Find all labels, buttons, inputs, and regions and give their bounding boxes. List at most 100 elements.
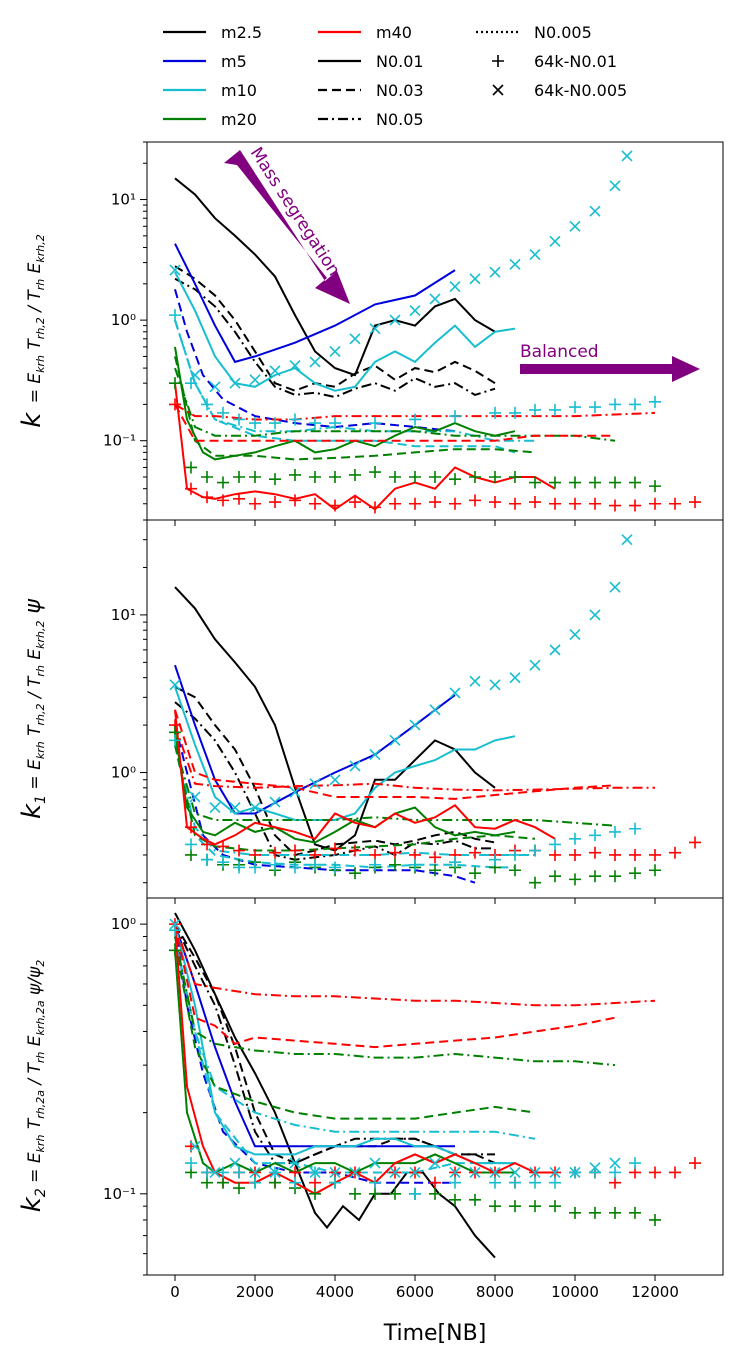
series-m2-5-n0-03 [174,265,496,392]
legend-label: N0.05 [376,110,424,129]
data-point [349,1187,361,1200]
data-point [489,679,501,691]
data-point [549,848,561,861]
data-point [269,417,281,430]
data-point [529,1176,541,1189]
data-point [329,471,341,484]
data-point [217,856,229,869]
data-point [549,1200,561,1213]
data-point [217,1176,229,1189]
data-point [469,846,481,859]
data-point [389,858,401,871]
data-point [169,309,181,322]
data-point [185,461,197,474]
data-point [201,1166,213,1179]
series-m40-n0-01 [174,383,556,511]
series-m2-5-n0-01 [174,912,496,1259]
data-point [509,1176,521,1189]
series-m10-64k-n0-01 [169,734,641,874]
legend-swatch [492,84,504,96]
data-point [185,838,197,851]
data-point [389,1166,401,1179]
data-point [569,476,581,489]
data-point [249,1176,261,1189]
data-point [289,1166,301,1179]
data-point [249,801,261,814]
data-point [609,180,621,192]
data-point [529,844,541,857]
data-point [201,491,213,504]
data-point [509,471,521,484]
data-point [309,356,321,368]
data-point [529,496,541,509]
data-point [349,468,361,481]
data-point [233,1166,245,1179]
data-point [389,1187,401,1200]
data-point [369,466,381,479]
data-point [289,1157,301,1169]
series-m20-n0-03 [174,943,536,1120]
data-point [329,842,341,855]
series-m10-64k-n0-005 [169,534,633,814]
data-point [269,496,281,509]
data-point [289,468,301,481]
data-point [589,497,601,510]
data-point [489,496,501,509]
series-m10-64k-n0-005 [169,918,621,1179]
data-point [289,359,301,372]
data-point [217,406,229,419]
y-tick-label: 10¹ [111,606,136,624]
series-m40-n0-05 [174,403,656,421]
series-m5-n0-01 [174,664,456,815]
data-point [185,482,197,495]
data-point [649,497,661,510]
legend-label: m40 [376,23,412,42]
series-m40-n0-05 [174,923,656,1007]
series-m20-n0-03 [174,744,536,852]
data-point [589,829,601,842]
data-point [629,499,641,512]
data-point [509,672,521,684]
data-point [369,501,381,514]
data-point [569,220,581,232]
data-point [509,864,521,877]
data-point [289,1176,301,1189]
data-point [689,496,701,509]
data-point [185,821,197,834]
data-point [269,1166,281,1179]
panel-k-frame [146,141,724,521]
data-point [201,853,213,866]
legend-swatch [492,55,504,67]
data-point [489,1166,501,1179]
series-m10-64k-n0-01 [169,309,661,430]
data-point [201,398,213,411]
data-point [349,1166,361,1179]
x-tick-label: 8000 [476,1283,514,1301]
series-m10-n0-03 [174,936,515,1174]
data-point [509,497,521,510]
data-point [609,825,621,838]
data-point [549,476,561,489]
data-point [169,944,181,957]
data-point [249,1166,261,1179]
data-point [189,1140,201,1152]
data-point [469,471,481,484]
data-point [169,398,181,411]
x-tick-label: 10000 [551,1283,599,1301]
data-point [649,848,661,861]
series-m10-n0-05 [174,744,535,856]
data-point [649,864,661,877]
data-point [289,494,301,507]
data-point [469,1193,481,1206]
data-point [449,1176,461,1189]
data-point [649,1166,661,1179]
data-point [389,471,401,484]
data-point [249,497,261,510]
data-point [329,1166,341,1179]
data-point [569,401,581,414]
series-m20-n0-03 [174,356,536,461]
data-point [409,1166,421,1179]
y-tick-label: 10⁰ [111,764,136,782]
legend-label: m10 [221,81,257,100]
data-point [529,1166,541,1179]
